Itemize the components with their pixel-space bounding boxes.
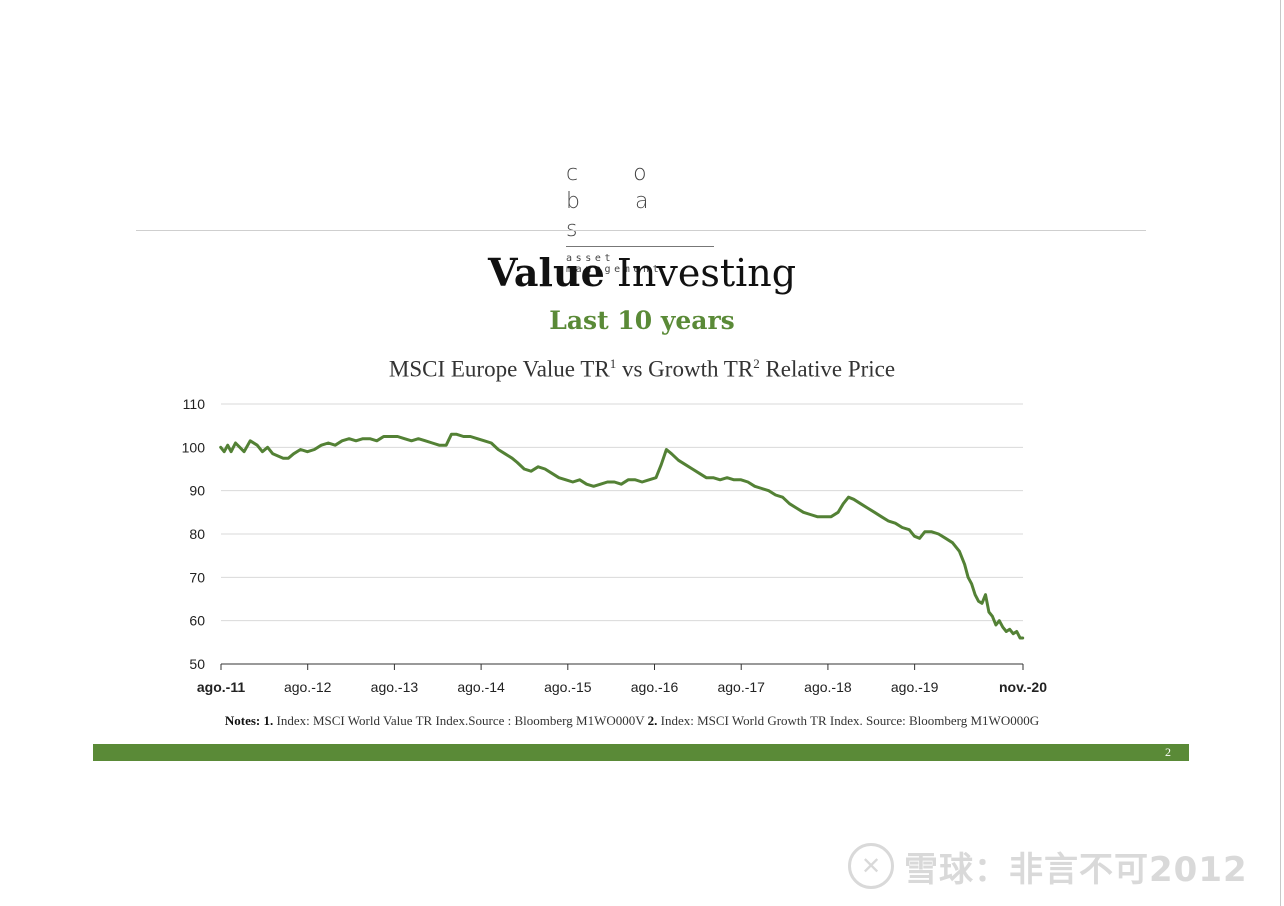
notes-label: Notes:	[224, 713, 261, 728]
x-tick-label: ago.-11	[197, 679, 245, 695]
note-2-number: 2.	[647, 713, 658, 728]
watermark-text: 雪球：非言不可2012	[904, 849, 1248, 890]
x-tick-label: ago.-19	[891, 679, 939, 695]
logo-divider	[566, 246, 714, 247]
snowball-logo-icon: ✕	[848, 843, 894, 889]
title-bold: Value	[487, 250, 605, 295]
x-tick-label: ago.-15	[544, 679, 592, 695]
header-divider	[136, 230, 1146, 231]
x-tick-label: ago.-16	[631, 679, 679, 695]
x-tick-label: nov.-20	[999, 679, 1047, 695]
y-tick-label: 100	[182, 439, 206, 455]
note-1-number: 1.	[263, 713, 274, 728]
chart-title-sup1: 1	[609, 356, 617, 371]
page-title: Value Investing	[0, 250, 1284, 296]
y-tick-label: 60	[189, 613, 205, 629]
y-tick-label: 50	[189, 656, 205, 672]
footer-bar: 2	[93, 744, 1189, 761]
line-chart: 50 60 70 80 90 100 110 ago.-11 ago.-12 ago.-13 ago…	[182, 396, 1048, 695]
chart-title-part1: MSCI Europe Value TR	[388, 356, 610, 382]
page-edge	[1280, 0, 1281, 906]
brand-tagline: asset management	[566, 253, 663, 275]
x-tick-label: ago.-12	[284, 679, 332, 695]
chart-title: MSCI Europe Value TR1 vs Growth TR2 Rela…	[0, 356, 1284, 383]
watermark: ✕ 雪球：非言不可2012	[848, 842, 1248, 890]
chart-title-sup2: 2	[753, 356, 760, 371]
x-tick-label: ago.-18	[804, 679, 852, 695]
y-tick-label: 90	[189, 483, 205, 499]
x-tick-label: ago.-17	[717, 679, 765, 695]
page-number: 2	[1165, 745, 1171, 759]
y-tick-label: 110	[183, 396, 206, 412]
chart-title-part2: vs Growth TR	[616, 356, 754, 382]
y-tick-label: 80	[189, 526, 205, 542]
note-2-text: Index: MSCI World Growth TR Index. Sourc…	[657, 713, 1040, 728]
chart-notes: Notes: 1. Index: MSCI World Value TR Ind…	[0, 713, 1264, 729]
note-1-text: Index: MSCI World Value TR Index.Source …	[273, 713, 648, 728]
x-tick-label: ago.-13	[371, 679, 419, 695]
x-tick-label: ago.-14	[457, 679, 505, 695]
chart-title-part3: Relative Price	[759, 356, 896, 382]
page-subtitle: Last 10 years	[549, 306, 735, 335]
y-tick-label: 70	[189, 569, 205, 585]
title-light: Investing	[616, 251, 797, 295]
brand-name: c o b a s	[566, 161, 673, 242]
brand-logo: c o b a s asset management	[566, 160, 716, 275]
series-line	[219, 432, 1025, 640]
